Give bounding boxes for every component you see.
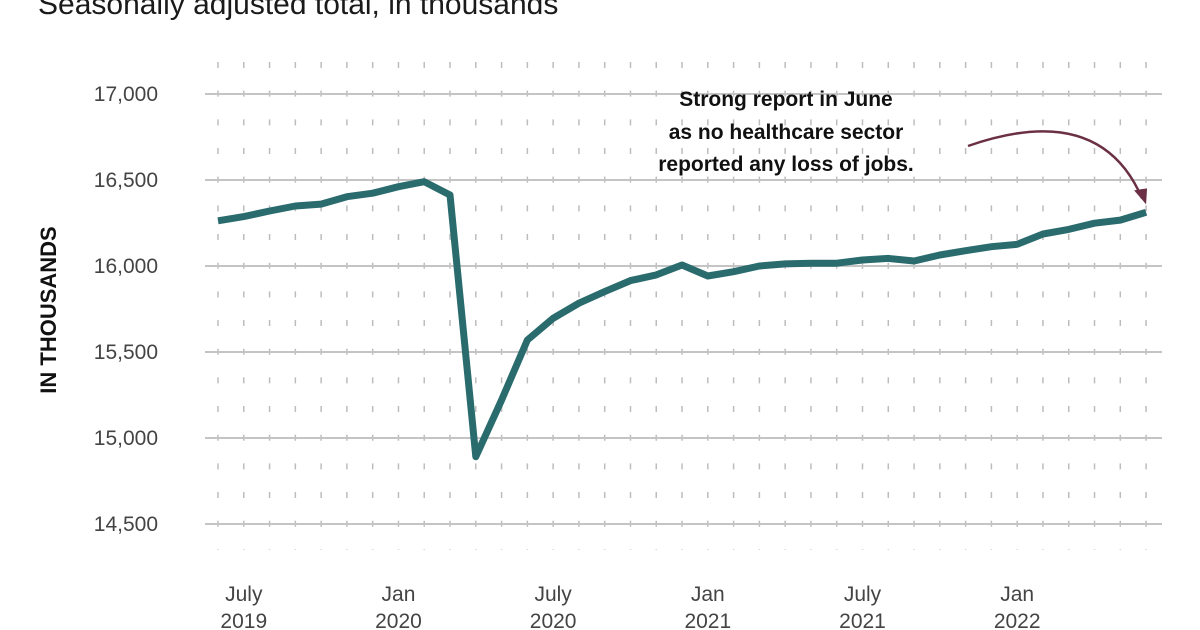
y-tick-label: 16,500: [94, 169, 158, 192]
x-tick-label: July: [534, 583, 572, 606]
series-line: [217, 178, 1148, 461]
annotation-line-2: as no healthcare sector: [669, 121, 904, 144]
arrow-head-icon: [1134, 188, 1148, 205]
x-tick-label: Jan: [691, 583, 725, 606]
y-tick-label: 15,000: [94, 427, 158, 450]
chart-subtitle: Seasonally adjusted total, in thousands: [38, 0, 558, 21]
x-tick-label: July: [844, 583, 882, 606]
grid: [205, 62, 1162, 550]
y-tick-label: 16,000: [94, 255, 158, 278]
annotation-line-1: Strong report in June: [679, 88, 893, 111]
x-axis: July 2019 Jan 2020 July 2020 Jan 2021 July 2021 Ja…: [220, 583, 1040, 630]
annotation-line-3: reported any loss of jobs.: [658, 153, 914, 176]
series: [217, 178, 1148, 461]
x-tick-label: 2022: [994, 610, 1041, 630]
x-tick-label: 2020: [530, 610, 577, 630]
y-axis-title: IN THOUSANDS: [36, 226, 61, 393]
y-tick-label: 17,000: [94, 83, 158, 106]
y-axis: 14,500 15,000 15,500 16,000 16,500 17,000: [94, 83, 158, 536]
x-tick-label: July: [225, 583, 263, 606]
annotation-arrow: [967, 130, 1144, 199]
x-tick-label: 2019: [220, 610, 267, 630]
x-tick-label: 2021: [684, 610, 731, 630]
x-tick-label: 2020: [375, 610, 422, 630]
annotation: Strong report in June as no healthcare s…: [658, 88, 1148, 205]
y-tick-label: 14,500: [94, 513, 158, 536]
x-tick-label: 2021: [839, 610, 886, 630]
y-tick-label: 15,500: [94, 341, 158, 364]
x-tick-label: Jan: [1000, 583, 1034, 606]
x-tick-label: Jan: [382, 583, 416, 606]
